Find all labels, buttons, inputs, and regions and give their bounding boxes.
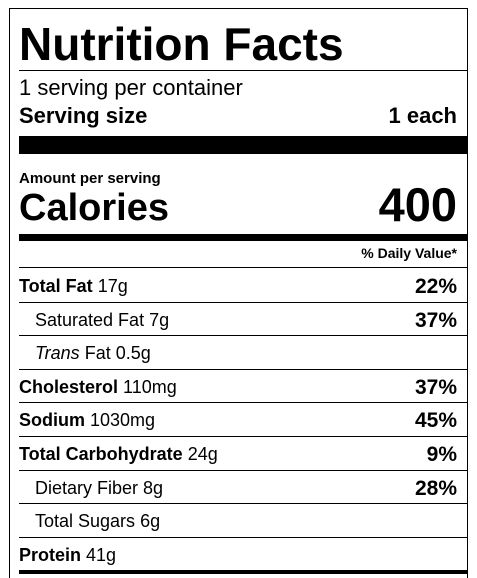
nutrient-row: Saturated Fat 7g: [35, 311, 169, 329]
nutrient-name: Trans: [35, 343, 80, 364]
nutrient-name: Protein: [19, 544, 82, 565]
thick-rule: [19, 570, 467, 575]
amount-per-serving: Amount per serving: [19, 170, 161, 187]
daily-value: 37%: [414, 375, 457, 399]
daily-value: 9%: [426, 443, 457, 466]
nutrient-row: Trans Fat 0.5g: [35, 344, 151, 362]
thick-rule: [19, 136, 467, 154]
daily-value: 28%: [414, 476, 457, 500]
nutrient-amount: 6g: [140, 511, 161, 532]
daily-value: 45%: [414, 409, 457, 433]
rule: [19, 503, 467, 505]
nutrient-amount: 1030mg: [90, 410, 156, 431]
daily-value-header: % Daily Value*: [361, 245, 457, 261]
nutrient-amount: 24g: [187, 444, 218, 464]
nutrient-amount: 41g: [86, 544, 117, 565]
thick-rule: [19, 234, 467, 241]
nutrient-row: Protein 41g: [19, 546, 116, 564]
nutrient-row: Total Sugars 6g: [35, 512, 160, 530]
rule: [19, 70, 467, 71]
nutrient-name: Total Carbohydrate: [19, 444, 183, 464]
calories-value: 400: [378, 178, 457, 231]
nutrient-amount: 17g: [97, 276, 128, 296]
rule: [19, 368, 467, 370]
nutrient-name: Fat: [84, 343, 111, 364]
rule: [19, 267, 467, 268]
nutrient-name: Dietary Fiber: [35, 477, 139, 498]
nutrient-amount: 7g: [149, 309, 170, 330]
nutrient-row: Total Fat 17g: [19, 277, 128, 295]
rule: [19, 301, 467, 303]
rule: [19, 469, 467, 471]
rule: [19, 335, 467, 337]
nutrient-amount: 110mg: [123, 376, 177, 397]
calories-label: Calories: [19, 187, 169, 229]
daily-value: 37%: [414, 308, 457, 332]
nutrition-label: Nutrition Facts 1 serving per container …: [9, 8, 468, 578]
nutrient-name: Total Fat: [19, 276, 93, 296]
nutrient-name: Cholesterol: [19, 376, 119, 397]
nutrient-name: Saturated Fat: [35, 309, 145, 330]
title: Nutrition Facts: [19, 18, 344, 70]
daily-value: 22%: [414, 275, 457, 298]
nutrient-row: Sodium 1030mg: [19, 411, 155, 429]
nutrient-row: Cholesterol 110mg: [19, 378, 177, 396]
servings: 1 serving per container: [19, 75, 243, 100]
rule: [19, 436, 467, 437]
nutrient-name: Sodium: [19, 410, 85, 431]
rule: [19, 536, 467, 538]
nutrient-row: Dietary Fiber 8g: [35, 479, 163, 497]
serving-size-label: Serving size: [19, 103, 148, 128]
rule: [19, 402, 467, 404]
serving-size-value: 1 each: [388, 103, 458, 128]
nutrient-name: Total Sugars: [35, 511, 136, 532]
nutrient-row: Total Carbohydrate 24g: [19, 445, 218, 463]
nutrient-amount: 0.5g: [115, 343, 151, 364]
nutrient-amount: 8g: [143, 477, 164, 498]
